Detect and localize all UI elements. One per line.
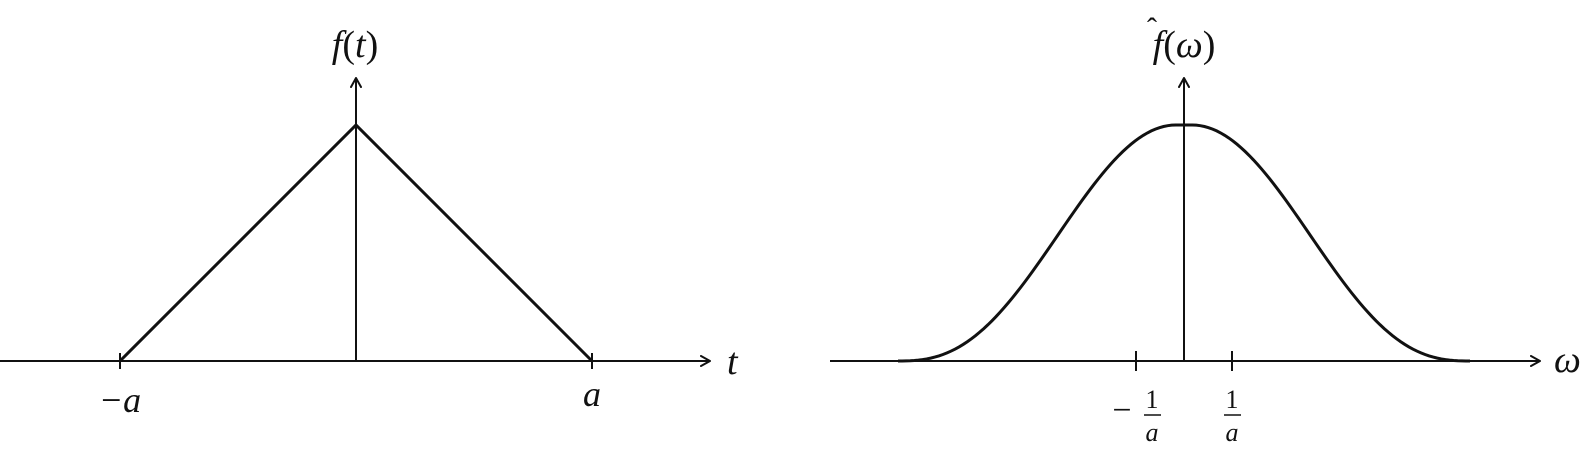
right-tick-label-minus-one-over-a: − 1 a: [1112, 385, 1161, 447]
right-y-label-var: ω: [1176, 24, 1203, 66]
left-x-label: t: [727, 341, 739, 383]
left-y-label-var: t: [355, 24, 367, 66]
left-y-label-close: ): [366, 24, 379, 66]
left-tick-label-minus-a: −a: [99, 380, 141, 420]
fraction-numerator: 1: [1146, 385, 1159, 414]
right-y-label-hat: ˆ: [1147, 12, 1157, 45]
right-y-label-open: (: [1163, 24, 1176, 66]
right-x-label: ω: [1554, 339, 1581, 381]
fraction-denominator: a: [1146, 418, 1159, 447]
minus-sign: −: [1112, 392, 1131, 429]
right-plot: f(ω) ˆ ω − 1 a 1 a: [830, 12, 1581, 447]
right-y-label: f(ω): [1153, 24, 1216, 66]
fraction-numerator: 1: [1226, 385, 1239, 414]
left-plot: f(t) t −a a: [0, 24, 739, 420]
triangle-curve: [118, 122, 594, 363]
bell-curve: [897, 123, 1471, 363]
right-tick-label-one-over-a: 1 a: [1224, 385, 1241, 447]
right-y-label-close: ): [1203, 24, 1216, 66]
left-y-label: f(t): [332, 24, 378, 66]
left-y-label-open: (: [342, 24, 355, 66]
fraction-denominator: a: [1226, 418, 1239, 447]
left-tick-label-a: a: [583, 374, 601, 414]
